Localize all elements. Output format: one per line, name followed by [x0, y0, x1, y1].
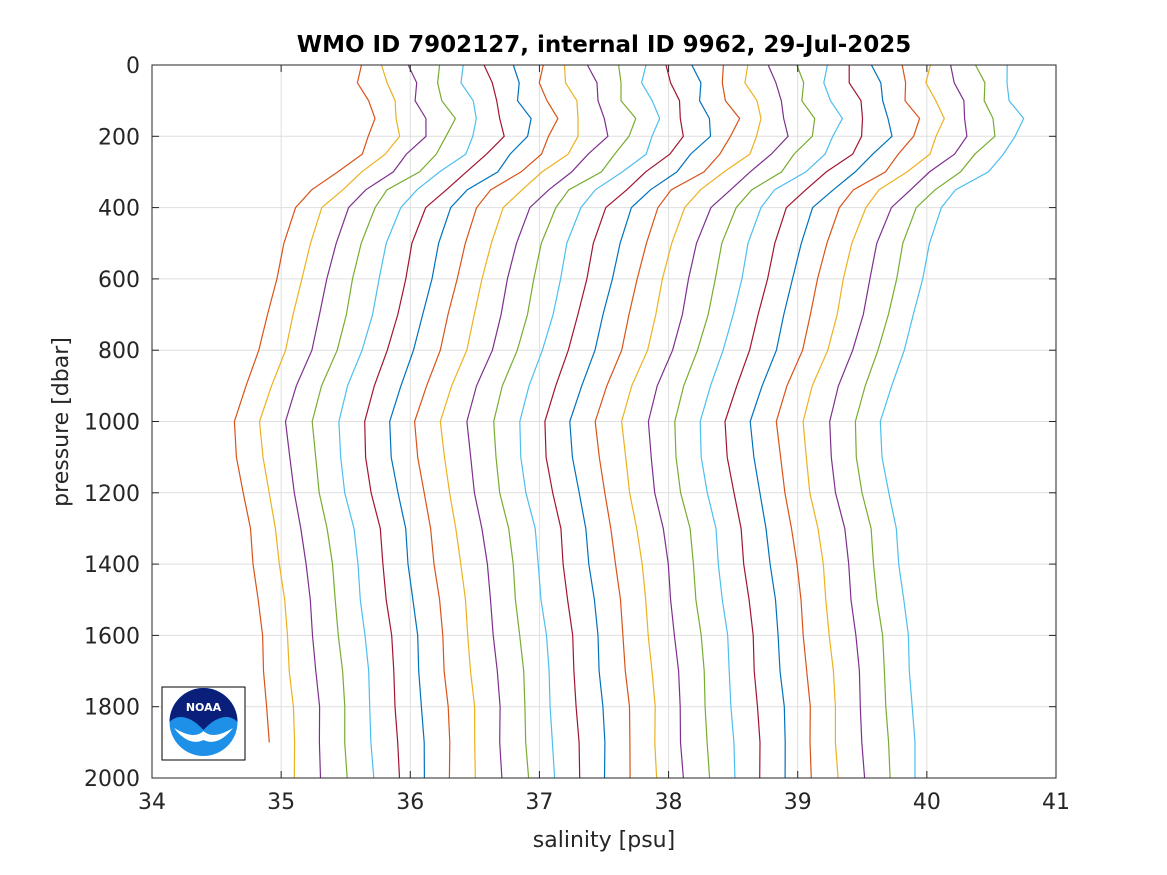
y-tick-label: 2000	[84, 767, 140, 792]
profile-line	[674, 64, 816, 779]
y-tick-label: 600	[98, 268, 140, 293]
series-layer	[233, 64, 1025, 779]
profile-line	[493, 64, 637, 779]
noaa-logo-top	[169, 688, 238, 730]
profile-line	[829, 64, 968, 779]
y-tick-label: 1800	[84, 696, 140, 721]
x-tick-label: 39	[784, 790, 812, 815]
profile-line	[364, 64, 505, 779]
profile-line	[724, 65, 864, 779]
profile-line	[544, 64, 684, 779]
profile-line	[620, 64, 762, 779]
profile-line	[749, 64, 893, 779]
x-tick-label: 40	[913, 790, 941, 815]
x-tick-label: 34	[138, 790, 166, 815]
profile-line	[775, 64, 921, 779]
x-tick-label: 37	[525, 790, 553, 815]
profile-line	[647, 64, 789, 779]
y-tick-label: 1400	[84, 553, 140, 578]
x-axis-label: salinity [psu]	[533, 828, 675, 853]
profile-line	[284, 64, 427, 779]
y-tick-label: 1200	[84, 482, 140, 507]
y-tick-label: 0	[126, 54, 140, 79]
y-tick-label: 1000	[84, 411, 140, 436]
y-tick-label: 1600	[84, 624, 140, 649]
noaa-logo: NOAA	[161, 686, 246, 761]
ticks: 34 35 36 37 38 39 40 41 0 200 400 600 800 1000 1200 140…	[84, 54, 1070, 815]
y-axis-label: pressure [dbar]	[49, 337, 74, 507]
profile-line	[439, 64, 579, 779]
y-tick-label: 400	[98, 197, 140, 222]
y-tick-label: 800	[98, 339, 140, 364]
profile-line	[854, 64, 996, 779]
profile-line	[699, 64, 844, 779]
profile-line	[233, 64, 376, 743]
profile-line	[338, 64, 477, 779]
profile-line	[594, 64, 741, 779]
profile-line	[569, 64, 712, 779]
x-tick-label: 35	[267, 790, 295, 815]
profile-line	[879, 64, 1025, 778]
profile-line	[389, 64, 532, 779]
noaa-logo-text: NOAA	[186, 701, 222, 714]
profile-line	[258, 64, 401, 779]
x-tick-label: 38	[655, 790, 683, 815]
profile-line	[311, 64, 457, 779]
profile-line	[466, 64, 609, 779]
x-tick-label: 41	[1042, 790, 1070, 815]
x-tick-label: 36	[396, 790, 424, 815]
grid	[152, 65, 1056, 778]
profile-line	[802, 64, 945, 779]
chart-title: WMO ID 7902127, internal ID 9962, 29-Jul…	[297, 32, 912, 58]
profile-line	[519, 64, 661, 779]
noaa-logo-gull	[174, 728, 233, 742]
y-tick-label: 200	[98, 125, 140, 150]
profile-line	[413, 64, 559, 779]
